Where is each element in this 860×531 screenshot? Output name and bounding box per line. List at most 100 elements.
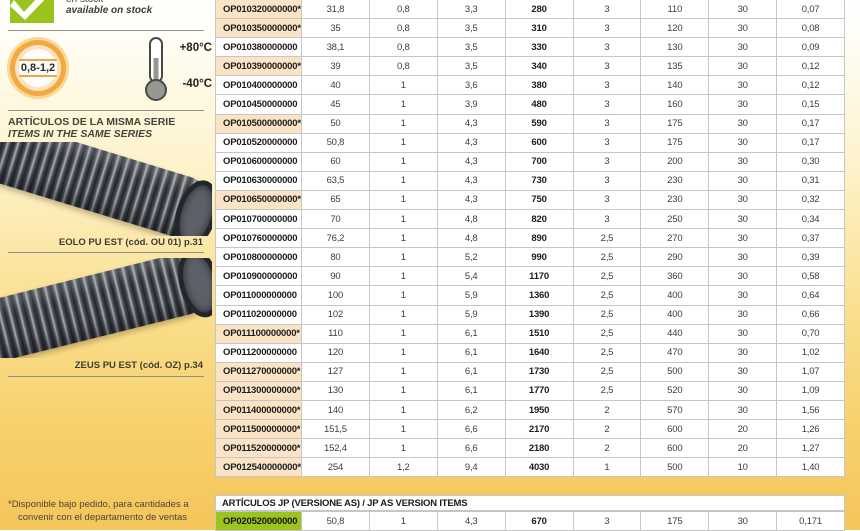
- value-cell: 9,4: [436, 457, 506, 478]
- table-row: OP010630000000 63,5 1 4,3 730 3 230 30 0,31: [215, 170, 845, 191]
- value-cell: 30: [708, 266, 778, 287]
- value-cell: 1510: [504, 323, 574, 344]
- value-cell: 1: [368, 247, 438, 268]
- value-cell: 1,02: [776, 342, 845, 363]
- value-cell: 151,5: [301, 419, 370, 440]
- value-cell: 30: [708, 37, 778, 58]
- value-cell: 6,1: [436, 342, 506, 363]
- value-cell: 1: [368, 132, 438, 153]
- value-cell: 135: [640, 56, 710, 77]
- product-code-cell: OP011020000000: [215, 304, 302, 325]
- value-cell: 175: [640, 132, 710, 153]
- value-cell: 0,07: [776, 0, 845, 20]
- value-cell: 30: [708, 285, 778, 306]
- value-cell: 1: [368, 438, 438, 459]
- value-cell: 30: [708, 151, 778, 172]
- value-cell: 1: [368, 113, 438, 134]
- product-code-cell: OP010700000000: [215, 209, 302, 230]
- value-cell: 330: [504, 37, 574, 58]
- table-row: OP011270000000* 127 1 6,1 1730 2,5 500 30 1,07: [215, 361, 845, 382]
- value-cell: 50: [301, 113, 370, 134]
- value-cell: 10: [708, 457, 778, 478]
- value-cell: 50,8: [301, 510, 370, 531]
- value-cell: 1360: [504, 285, 574, 306]
- table-row: OP010900000000 90 1 5,4 1170 2,5 360 30 0,58: [215, 266, 845, 287]
- value-cell: 130: [640, 37, 710, 58]
- value-cell: 30: [708, 132, 778, 153]
- value-cell: 127: [301, 361, 370, 382]
- value-cell: 0,12: [776, 75, 845, 96]
- table-row: OP020520000000 50,8 1 4,3 670 3 175 30 0,171: [215, 510, 845, 531]
- value-cell: 30: [708, 209, 778, 230]
- value-cell: 5,9: [436, 285, 506, 306]
- table-row: OP011200000000 120 1 6,1 1640 2,5 470 30 1,02: [215, 342, 845, 363]
- value-cell: 1: [368, 419, 438, 440]
- value-cell: 0,8: [368, 37, 438, 58]
- value-cell: 60: [301, 151, 370, 172]
- table-row: OP011100000000* 110 1 6,1 1510 2,5 440 30 0,70: [215, 323, 845, 344]
- value-cell: 0,17: [776, 113, 845, 134]
- product-code-cell: OP010350000000*: [215, 18, 302, 39]
- value-cell: 3,3: [436, 0, 506, 20]
- table-row: OP010450000000 45 1 3,9 480 3 160 30 0,15: [215, 94, 845, 115]
- table-row: OP010650000000* 65 1 4,3 750 3 230 30 0,32: [215, 189, 845, 211]
- value-cell: 1: [368, 342, 438, 363]
- value-cell: 30: [708, 323, 778, 344]
- value-cell: 3: [572, 170, 642, 191]
- value-cell: 4,3: [436, 170, 506, 191]
- value-cell: 1: [368, 510, 438, 531]
- product-code-cell: OP010760000000: [215, 228, 302, 249]
- value-cell: 1,2: [368, 457, 438, 478]
- value-cell: 0,12: [776, 56, 845, 77]
- value-cell: 1: [368, 266, 438, 287]
- value-cell: 30: [708, 304, 778, 325]
- value-cell: 500: [640, 457, 710, 478]
- product-code-cell: OP010520000000: [215, 132, 302, 153]
- value-cell: 152,4: [301, 438, 370, 459]
- value-cell: 400: [640, 285, 710, 306]
- value-cell: 1: [368, 285, 438, 306]
- value-cell: 3: [572, 113, 642, 134]
- value-cell: 440: [640, 323, 710, 344]
- value-cell: 0,17: [776, 132, 845, 153]
- product-code-cell: OP011500000000*: [215, 419, 302, 440]
- value-cell: 130: [301, 380, 370, 401]
- value-cell: 2,5: [572, 380, 642, 401]
- value-cell: 1: [368, 361, 438, 382]
- value-cell: 140: [301, 399, 370, 421]
- value-cell: 1640: [504, 342, 574, 363]
- product-code-cell: OP011400000000*: [215, 399, 302, 421]
- value-cell: 480: [504, 94, 574, 115]
- value-cell: 1: [368, 75, 438, 96]
- value-cell: 1,26: [776, 419, 845, 440]
- value-cell: 1: [368, 209, 438, 230]
- value-cell: 1: [368, 151, 438, 172]
- value-cell: 890: [504, 228, 574, 249]
- table-row: OP010350000000* 35 0,8 3,5 310 3 120 30 0,08: [215, 18, 845, 39]
- value-cell: 280: [504, 0, 574, 20]
- table-row: OP010520000000 50,8 1 4,3 600 3 175 30 0,17: [215, 132, 845, 153]
- value-cell: 1: [368, 323, 438, 344]
- value-cell: 0,30: [776, 151, 845, 172]
- value-cell: 3,9: [436, 94, 506, 115]
- product-code-cell: OP010450000000: [215, 94, 302, 115]
- value-cell: 6,1: [436, 380, 506, 401]
- value-cell: 63,5: [301, 170, 370, 191]
- value-cell: 0,37: [776, 228, 845, 249]
- value-cell: 6,1: [436, 361, 506, 382]
- table-row: OP010320000000* 31,8 0,8 3,3 280 3 110 30 0,07: [215, 0, 845, 20]
- divider: [8, 110, 204, 111]
- value-cell: 200: [640, 151, 710, 172]
- value-cell: 0,32: [776, 189, 845, 211]
- table-row: OP010800000000 80 1 5,2 990 2,5 290 30 0,39: [215, 247, 845, 268]
- temperature-min: -40°C: [182, 78, 212, 90]
- value-cell: 1: [368, 189, 438, 211]
- value-cell: 400: [640, 304, 710, 325]
- same-series-heading: ARTÍCULOS DE LA MISMA SERIE ITEMS IN THE…: [8, 116, 175, 140]
- value-cell: 3,6: [436, 75, 506, 96]
- product-code-cell: OP011270000000*: [215, 361, 302, 382]
- value-cell: 110: [640, 0, 710, 20]
- table-row: OP011020000000 102 1 5,9 1390 2,5 400 30 0,66: [215, 304, 845, 325]
- value-cell: 2,5: [572, 342, 642, 363]
- value-cell: 2,5: [572, 304, 642, 325]
